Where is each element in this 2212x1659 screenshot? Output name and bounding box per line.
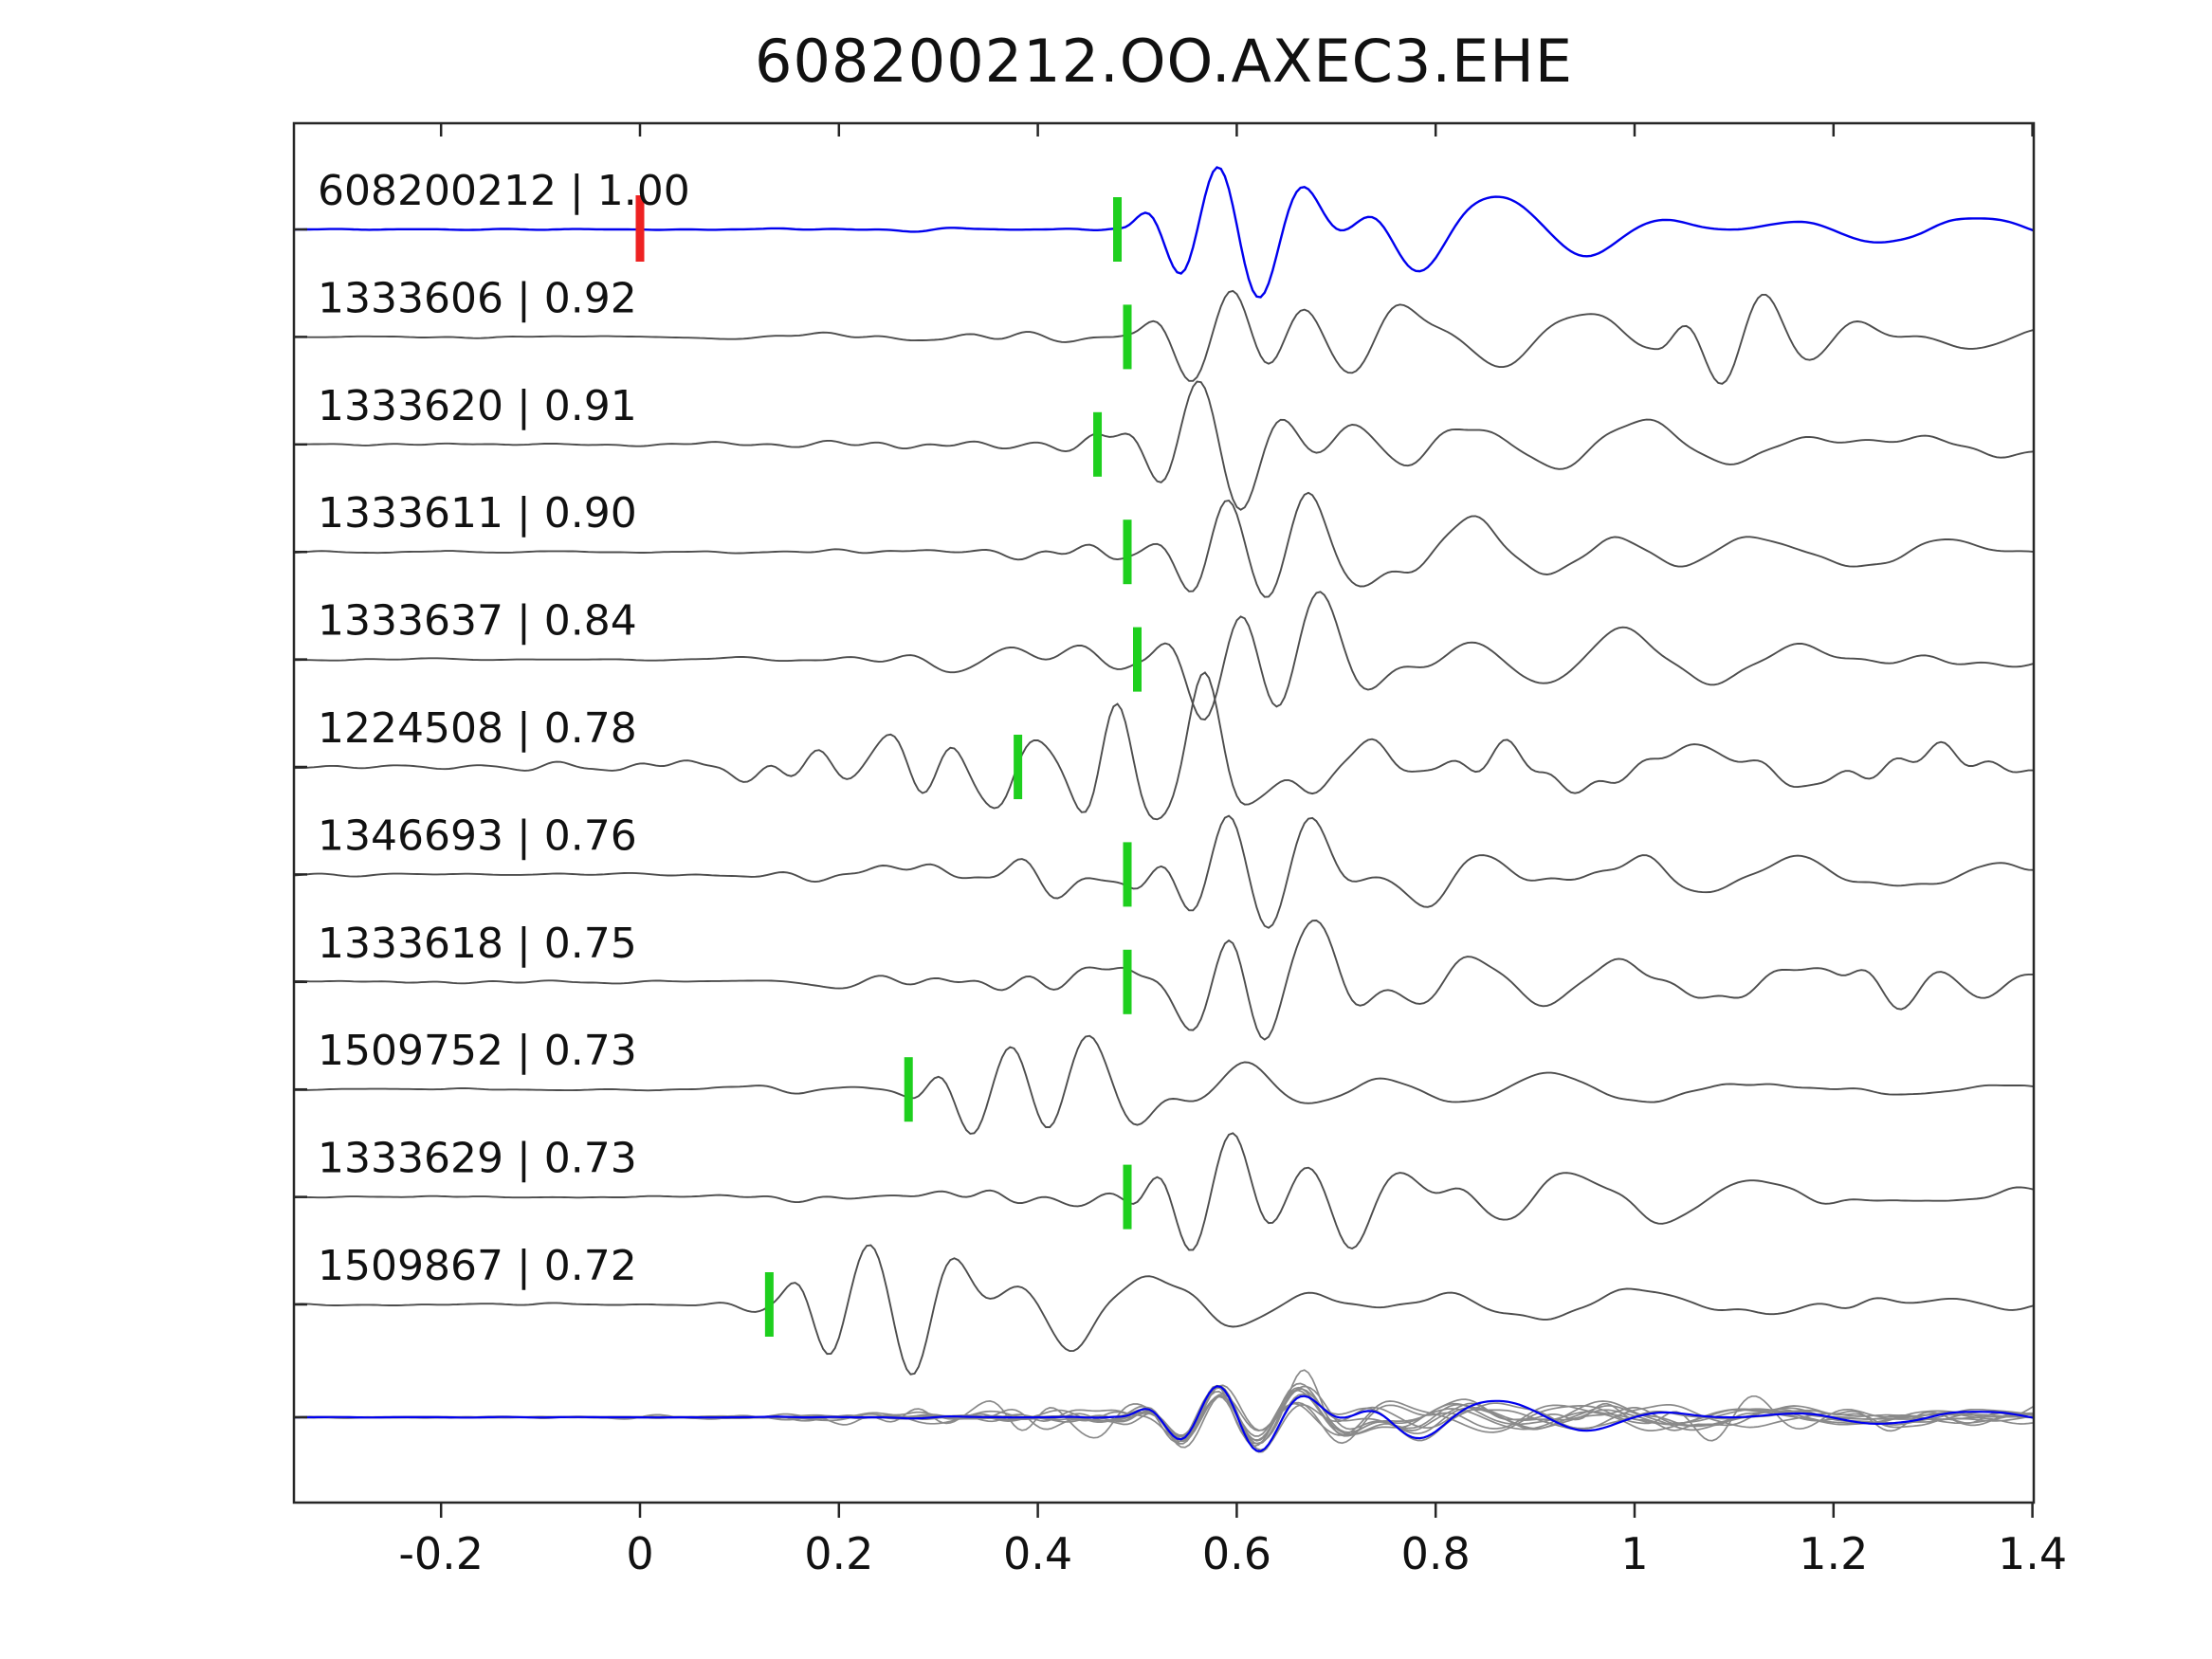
- trace-label-1333606: 1333606 | 0.92: [318, 274, 637, 322]
- trace-label-1333618: 1333618 | 0.75: [318, 920, 637, 968]
- pick-marker-1333618: [1123, 949, 1132, 1014]
- x-tick-label: 1: [1620, 1528, 1648, 1579]
- x-tick-label: 1.2: [1799, 1528, 1868, 1579]
- trace-label-1509752: 1509752 | 0.73: [318, 1027, 637, 1075]
- overlay-template-trace: [295, 1385, 2033, 1452]
- plot-border: [292, 121, 2036, 1504]
- trace-label-1333637: 1333637 | 0.84: [318, 597, 637, 646]
- pick-marker-1333611: [1123, 520, 1132, 585]
- template-zero-marker: [635, 195, 645, 262]
- chart-title: 608200212.OO.AXEC3.EHE: [755, 27, 1573, 96]
- pick-marker-1333606: [1123, 304, 1132, 370]
- trace-waveform-1333611: [295, 491, 2033, 598]
- pick-marker-608200212: [1113, 197, 1123, 262]
- trace-label-1224508: 1224508 | 0.78: [318, 704, 637, 753]
- trace-waveform-1509867: [295, 1244, 2033, 1376]
- x-tick-label: 0.4: [1003, 1528, 1072, 1579]
- trace-label-1333611: 1333611 | 0.90: [318, 489, 637, 538]
- trace-label-1333620: 1333620 | 0.91: [318, 382, 637, 430]
- pick-marker-1224508: [1014, 735, 1023, 799]
- pick-marker-1509752: [904, 1057, 913, 1122]
- trace-waveform-1333620: [295, 380, 2033, 511]
- trace-waveform-1346693: [295, 814, 2033, 929]
- x-tick-label: 0: [626, 1528, 653, 1579]
- pick-marker-1333637: [1133, 627, 1142, 692]
- trace-waveform-1224508: [295, 671, 2033, 821]
- trace-waveform-1509752: [295, 1034, 2033, 1135]
- trace-waveform-1333606: [295, 289, 2033, 385]
- x-tick-label: -0.2: [398, 1528, 484, 1579]
- trace-label-1509867: 1509867 | 0.72: [318, 1242, 637, 1290]
- trace-waveform-1333618: [295, 920, 2033, 1041]
- pick-marker-1509867: [764, 1272, 774, 1337]
- x-tick-label: 0.2: [804, 1528, 873, 1579]
- pick-marker-1333629: [1123, 1164, 1132, 1230]
- traces-layer: [295, 166, 2033, 1453]
- trace-waveform-608200212: [295, 166, 2033, 299]
- x-tick-label: 0.8: [1401, 1528, 1471, 1579]
- pick-marker-1346693: [1123, 842, 1132, 907]
- trace-waveform-1333629: [295, 1132, 2033, 1251]
- x-tick-label: 1.4: [1998, 1528, 2067, 1579]
- x-tick-label: 0.6: [1202, 1528, 1271, 1579]
- trace-label-1346693: 1346693 | 0.76: [318, 811, 637, 860]
- trace-waveform-1333637: [295, 591, 2033, 721]
- pick-marker-1333620: [1093, 411, 1103, 477]
- trace-label-1333629: 1333629 | 0.73: [318, 1135, 637, 1183]
- trace-label-608200212: 608200212 | 1.00: [318, 167, 690, 215]
